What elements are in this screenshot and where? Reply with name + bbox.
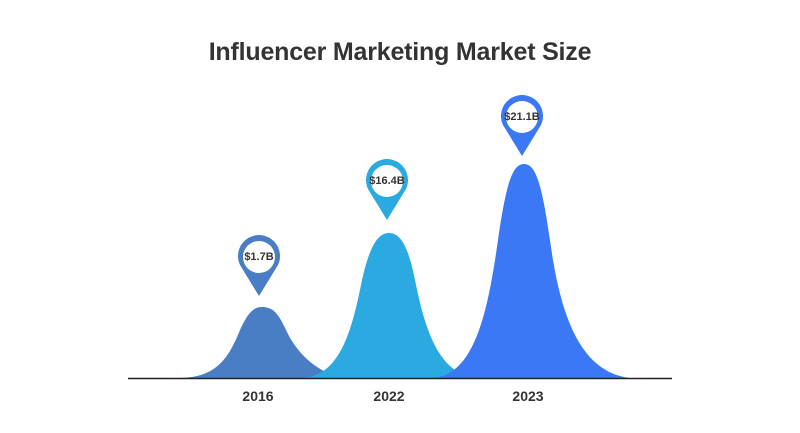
pin-marker-2023 xyxy=(501,95,543,156)
value-label-2016: $1.7B xyxy=(244,251,274,263)
pin-marker-2022 xyxy=(366,159,408,220)
x-tick-2023: 2023 xyxy=(512,388,544,404)
value-label-2023: $21.1B xyxy=(504,111,540,123)
pin-marker-2016 xyxy=(238,235,280,296)
x-tick-2016: 2016 xyxy=(242,388,274,404)
x-tick-2022: 2022 xyxy=(373,388,405,404)
curve-2016 xyxy=(178,307,345,378)
chart-title: Influencer Marketing Market Size xyxy=(208,38,592,66)
curve-2023 xyxy=(430,164,630,378)
curve-2022 xyxy=(300,233,475,378)
value-label-2022: $16.4B xyxy=(369,175,405,187)
